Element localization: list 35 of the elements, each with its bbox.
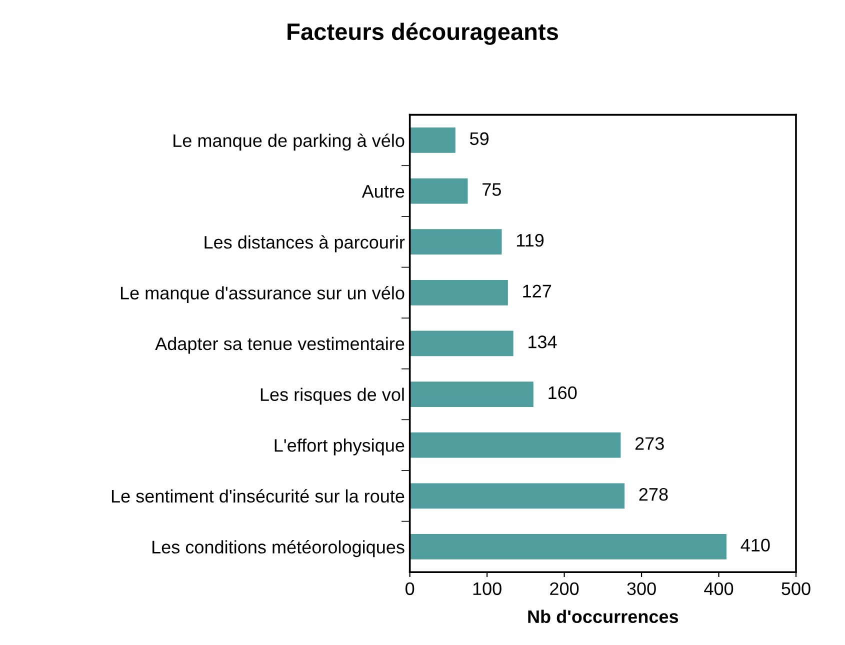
bar	[410, 128, 456, 153]
y-tick-label: Les conditions météorologiques	[152, 540, 404, 558]
y-tick-label: L'effort physique	[274, 438, 404, 456]
data-label: 75	[482, 183, 501, 196]
x-tick-label: 500	[782, 582, 810, 596]
data-label: 59	[470, 132, 489, 146]
x-tick-label: 0	[406, 582, 414, 596]
x-axis-title: Nb d'occurrences	[528, 610, 678, 624]
bar	[410, 280, 508, 306]
data-label: 278	[639, 488, 668, 501]
data-label: 127	[523, 284, 552, 298]
bar	[410, 330, 514, 356]
bar	[410, 382, 534, 407]
bar	[410, 483, 625, 509]
y-tick-label: Le sentiment d'insécurité sur la route	[112, 489, 404, 503]
y-tick-label: Le manque d'assurance sur un vélo	[120, 286, 404, 304]
y-tick-label: Les distances à parcourir	[204, 235, 405, 252]
y-tick-label: Les risques de vol	[260, 388, 404, 405]
data-label: 273	[635, 437, 664, 450]
data-label: 410	[740, 538, 770, 552]
x-tick-label: 400	[704, 582, 734, 596]
y-tick-label: Le manque de parking à vélo	[174, 134, 404, 151]
data-label: 119	[517, 234, 544, 247]
data-label: 160	[548, 386, 577, 400]
bar	[410, 534, 726, 560]
x-tick-label: 100	[473, 582, 502, 596]
y-tick-label: Autre	[362, 185, 404, 198]
y-tick-label: Adapter sa tenue vestimentaire	[155, 336, 404, 354]
bar	[410, 229, 502, 255]
x-tick-label: 200	[550, 582, 579, 596]
chart-title: Facteurs décourageants	[288, 22, 558, 45]
data-label: 134	[528, 336, 557, 348]
x-tick-label: 300	[627, 582, 656, 596]
bar	[410, 432, 621, 458]
bar	[410, 178, 468, 204]
